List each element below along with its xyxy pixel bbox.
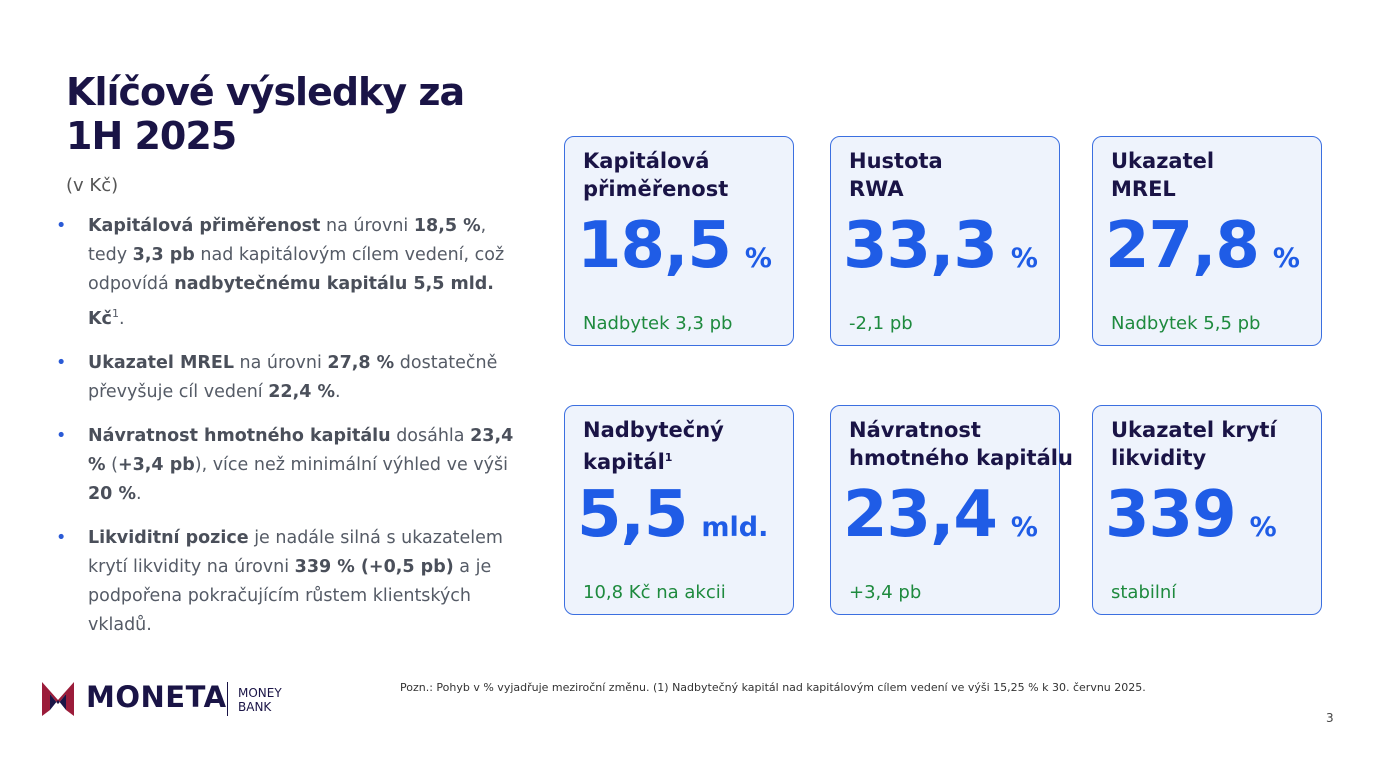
bullet-text: nadbytečnému kapitálu 5,5 mld. Kč — [88, 274, 494, 329]
footnote-ref: 1 — [664, 451, 673, 464]
bullet-text: 339 % (+0,5 pb) — [294, 556, 454, 577]
kpi-card: Návratnost hmotného kapitálu 23,4% +3,4 pb — [830, 405, 1073, 615]
card-label: Kapitálová přiměřenost — [583, 147, 728, 203]
bullet-text: nad kapitálovým cílem vedení, což odpoví… — [88, 245, 505, 294]
value-number: 23,4 — [843, 478, 998, 552]
bullet: Likviditní pozice je nadále silná s ukaz… — [50, 524, 525, 640]
card-note: 10,8 Kč na akcii — [583, 582, 726, 603]
card-value: 18,5% — [577, 209, 772, 283]
card-note: Nadbytek 5,5 pb — [1111, 313, 1261, 334]
brand-sub: MONEY BANK — [238, 686, 282, 714]
bullet-text: Likviditní pozice — [88, 527, 249, 548]
bullet-text: na úrovni — [320, 216, 414, 236]
value-unit: % — [744, 243, 772, 274]
bullet-text: ( — [105, 454, 118, 475]
bullet-text: 27,8 % — [327, 352, 395, 373]
value-unit: % — [1249, 512, 1277, 543]
bullet: Návratnost hmotného kapitálu dosáhla 23,… — [50, 422, 525, 509]
bullet-text: . — [118, 308, 125, 329]
card-label: Ukazatel MREL — [1111, 147, 1214, 203]
bullet-text: 23,4 % — [88, 425, 514, 475]
card-label-line: kapitál1 — [583, 450, 673, 474]
kpi-card: Hustota RWA 33,3% -2,1 pb — [830, 136, 1060, 346]
kpi-card: Kapitálová přiměřenost 18,5% Nadbytek 3,3 p… — [564, 136, 794, 346]
bullet-text: Návratnost hmotného kapitálu — [88, 425, 391, 446]
value-number: 33,3 — [843, 209, 998, 283]
title-line: Klíčové výsledky za — [66, 70, 465, 114]
logo-icon — [42, 682, 74, 716]
card-note: Nadbytek 3,3 pb — [583, 313, 733, 334]
value-number: 18,5 — [577, 209, 732, 283]
value-number: 27,8 — [1105, 209, 1260, 283]
card-label: Hustota RWA — [849, 147, 943, 203]
page-number: 3 — [1326, 711, 1334, 725]
bullet-text: dostatečně převyšuje cíl vedení — [88, 352, 498, 402]
bullet: Kapitálová přiměřenost na úrovni 18,5 %,… — [50, 212, 525, 334]
card-label-line: Hustota — [849, 149, 943, 173]
title: Klíčové výsledky za 1H 2025 — [66, 70, 465, 158]
card-note: stabilní — [1111, 582, 1177, 603]
card-label-line: likvidity — [1111, 446, 1207, 470]
card-value: 27,8% — [1105, 209, 1300, 283]
card-label-line: přiměřenost — [583, 177, 729, 201]
card-value: 5,5 mld. — [577, 478, 768, 552]
brand-sub-line: MONEY — [238, 686, 282, 700]
brand: MONETA — [86, 680, 227, 714]
value-unit: mld. — [701, 512, 769, 543]
bullet: Ukazatel MREL na úrovni 27,8 % dostatečn… — [50, 349, 525, 407]
bullet-text: dosáhla — [390, 425, 471, 446]
bullet-text: na úrovni — [233, 352, 328, 373]
bullet-text: +3,4 pb — [117, 454, 195, 475]
bullet-text: 20 % — [88, 483, 136, 504]
kpi-card: Ukazatel MREL 27,8% Nadbytek 5,5 pb — [1092, 136, 1322, 346]
bullet-text: ), více než minimální výhled ve výši — [194, 454, 508, 475]
bullet-text: Ukazatel MREL — [88, 352, 234, 373]
footnote-ref: 1 — [111, 307, 119, 320]
card-note: +3,4 pb — [849, 582, 922, 603]
subtitle: (v Kč) — [66, 175, 119, 196]
card-label-line: RWA — [849, 177, 904, 201]
bullet-text: a je podpořena pokračujícím růstem klien… — [88, 556, 492, 635]
bullet-text: je nadále silná s ukazatelem krytí likvi… — [88, 527, 503, 577]
brand-sub-line: BANK — [238, 700, 272, 714]
card-label: Návratnost hmotného kapitálu — [849, 416, 1073, 472]
card-label-line: hmotného kapitálu — [849, 446, 1073, 470]
value-number: 5,5 — [577, 478, 688, 552]
bullet-text: 3,3 pb — [132, 245, 195, 265]
title-line: 1H 2025 — [66, 114, 237, 158]
footnote: Pozn.: Pohyb v % vyjadřuje meziroční změ… — [400, 681, 1146, 694]
kpi-card: Ukazatel krytí likvidity 339% stabilní — [1092, 405, 1322, 615]
bullet-text: 22,4 % — [268, 381, 336, 402]
card-value: 33,3% — [843, 209, 1038, 283]
value-unit: % — [1010, 243, 1038, 274]
card-label: Ukazatel krytí likvidity — [1111, 416, 1277, 472]
bullet-text: Kapitálová přiměřenost — [88, 216, 321, 236]
card-label-line: Kapitálová — [583, 149, 710, 173]
value-number: 339 — [1105, 478, 1237, 552]
card-value: 339% — [1105, 478, 1277, 552]
kpi-card: Nadbytečný kapitál1 5,5 mld. 10,8 Kč na akci… — [564, 405, 794, 615]
card-label-line: MREL — [1111, 177, 1176, 201]
card-note: -2,1 pb — [849, 313, 913, 334]
bullet-text: . — [135, 483, 142, 504]
bullet-text: 18,5 % — [413, 216, 481, 236]
card-value: 23,4% — [843, 478, 1038, 552]
card-label-line: Nadbytečný — [583, 418, 724, 442]
card-label-line: Ukazatel — [1111, 149, 1215, 173]
bullet-text: , tedy — [88, 216, 487, 265]
card-label-line: Ukazatel krytí — [1111, 418, 1277, 442]
card-label-line: Návratnost — [849, 418, 981, 442]
divider — [227, 682, 228, 716]
value-unit: % — [1272, 243, 1300, 274]
value-unit: % — [1010, 512, 1038, 543]
card-label: Nadbytečný kapitál1 — [583, 416, 724, 476]
bullet-text: . — [335, 381, 341, 402]
bullet-list: Kapitálová přiměřenost na úrovni 18,5 %,… — [50, 212, 525, 655]
